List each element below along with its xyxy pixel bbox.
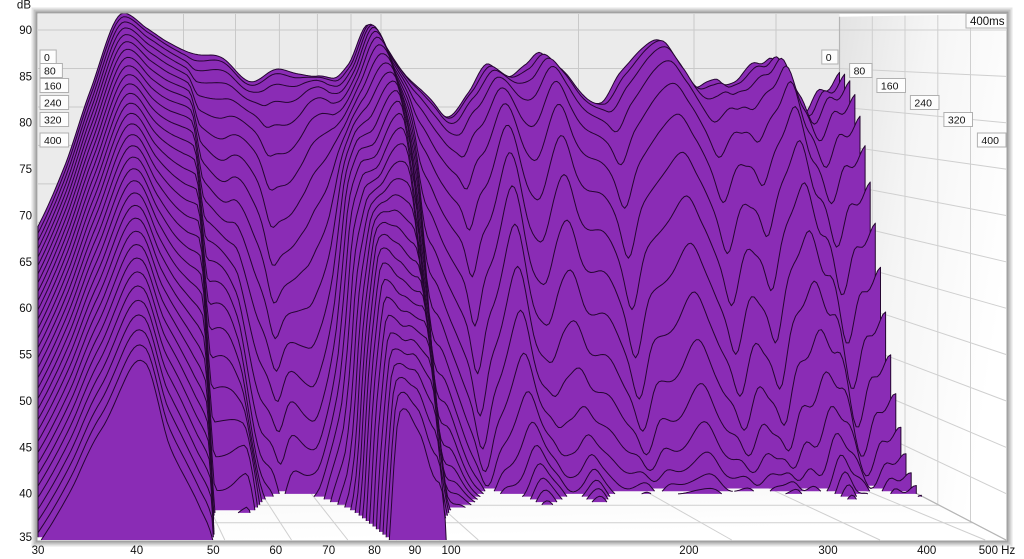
svg-text:240: 240	[44, 97, 62, 109]
svg-text:65: 65	[19, 257, 32, 269]
svg-text:80: 80	[44, 65, 56, 77]
svg-text:240: 240	[914, 97, 932, 109]
svg-text:90: 90	[19, 25, 32, 37]
svg-text:35: 35	[19, 532, 32, 544]
svg-text:0: 0	[44, 52, 50, 64]
svg-text:0: 0	[826, 52, 832, 64]
svg-text:70: 70	[19, 211, 32, 223]
svg-text:50: 50	[207, 545, 220, 557]
svg-text:70: 70	[322, 545, 335, 557]
svg-text:90: 90	[409, 545, 422, 557]
svg-text:500 Hz: 500 Hz	[979, 545, 1016, 557]
svg-text:30: 30	[32, 545, 45, 557]
svg-text:40: 40	[19, 489, 32, 501]
svg-text:320: 320	[44, 114, 62, 126]
svg-text:400ms: 400ms	[970, 16, 1005, 28]
svg-text:60: 60	[269, 545, 282, 557]
svg-text:80: 80	[854, 65, 866, 77]
svg-text:55: 55	[19, 350, 32, 362]
svg-text:400: 400	[917, 545, 936, 557]
svg-text:45: 45	[19, 442, 32, 454]
svg-text:320: 320	[948, 114, 966, 126]
svg-text:60: 60	[19, 303, 32, 315]
svg-text:dB: dB	[17, 0, 31, 12]
svg-text:160: 160	[881, 80, 899, 92]
svg-text:100: 100	[442, 545, 461, 557]
svg-text:80: 80	[19, 118, 32, 130]
svg-text:200: 200	[679, 545, 698, 557]
svg-text:300: 300	[818, 545, 837, 557]
svg-text:75: 75	[19, 164, 32, 176]
svg-text:40: 40	[130, 545, 143, 557]
svg-text:160: 160	[44, 80, 62, 92]
svg-text:50: 50	[19, 396, 32, 408]
svg-text:85: 85	[19, 71, 32, 83]
svg-text:80: 80	[368, 545, 381, 557]
svg-text:400: 400	[981, 135, 999, 147]
svg-text:400: 400	[44, 135, 62, 147]
